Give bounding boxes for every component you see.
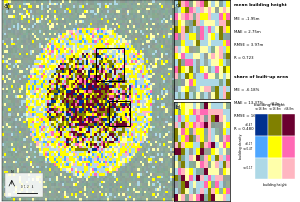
Text: MAE = 13.37%: MAE = 13.37%	[235, 101, 264, 105]
Text: ME = -1.95m: ME = -1.95m	[235, 17, 260, 21]
Bar	[268, 158, 282, 179]
Text: building density: building density	[239, 134, 243, 159]
Text: >0.17
<=0.47: >0.17 <=0.47	[242, 142, 253, 151]
Text: >0.47: >0.47	[245, 123, 253, 127]
Text: RMSE = 16.85%: RMSE = 16.85%	[235, 114, 266, 118]
Text: a): a)	[3, 2, 10, 9]
Text: RMSE = 3.97m: RMSE = 3.97m	[235, 43, 264, 47]
Text: ME = -6.18%: ME = -6.18%	[235, 88, 260, 92]
Bar	[255, 136, 268, 158]
Text: c): c)	[176, 3, 181, 8]
Text: <=16.8m: <=16.8m	[255, 107, 268, 111]
Bar	[109, 101, 130, 126]
Text: N: N	[11, 170, 13, 174]
Text: <=0.17: <=0.17	[242, 166, 253, 170]
Bar	[255, 158, 268, 179]
Text: MAE = 2.75m: MAE = 2.75m	[235, 30, 261, 34]
Bar	[282, 114, 295, 136]
Text: mean building height: mean building height	[235, 3, 287, 7]
Text: >16.8m
<=16.8m: >16.8m <=16.8m	[269, 102, 281, 111]
Bar	[282, 158, 295, 179]
Text: R = 0.480: R = 0.480	[235, 127, 254, 131]
Bar	[255, 114, 268, 136]
Bar	[96, 48, 124, 81]
Text: b): b)	[176, 105, 181, 110]
Text: R = 0.723: R = 0.723	[235, 56, 254, 60]
Text: 0  1  2    4: 0 1 2 4	[21, 185, 33, 189]
Text: building height: building height	[254, 103, 284, 107]
Bar	[268, 136, 282, 158]
Text: >16.8m: >16.8m	[283, 107, 294, 111]
Bar	[282, 136, 295, 158]
Bar	[5, 173, 43, 197]
Text: building height: building height	[263, 183, 287, 187]
Bar	[268, 114, 282, 136]
Text: share of built-up area: share of built-up area	[235, 75, 289, 79]
